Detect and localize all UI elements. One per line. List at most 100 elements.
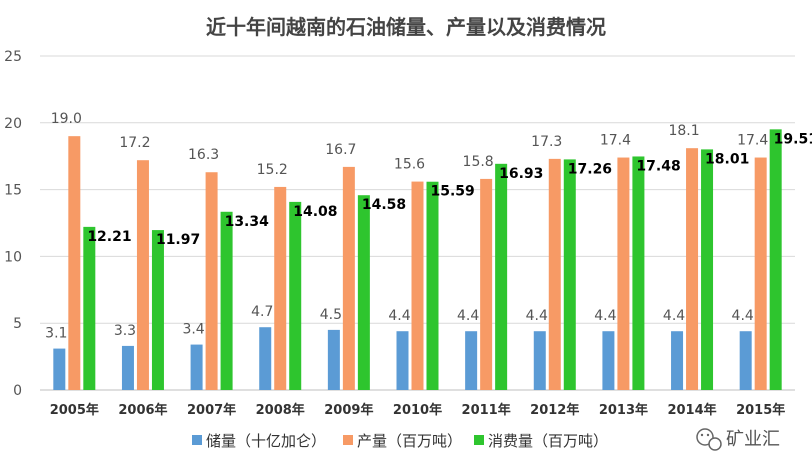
- bar-series-3: [426, 181, 439, 390]
- bar-series-1: [533, 331, 546, 390]
- y-tick-label: 15: [4, 183, 22, 199]
- data-label-series-2: 15.6: [394, 157, 425, 173]
- data-label-series-2: 15.2: [257, 162, 288, 178]
- bar-series-3: [357, 195, 370, 390]
- data-label-series-1: 3.1: [45, 326, 67, 342]
- x-tick-label: 2013年: [599, 402, 648, 418]
- bar-series-1: [53, 348, 66, 390]
- y-tick-label: 20: [4, 116, 22, 132]
- data-labels: 3.1 19.0 12.21 3.3 17.2 11.97 3.4 16.3 13.34 4.7 1…: [45, 111, 812, 341]
- y-tick-label: 10: [4, 249, 22, 265]
- y-tick-label: 0: [13, 383, 22, 399]
- data-label-series-1: 3.4: [182, 322, 204, 338]
- bar-series-2: [136, 160, 149, 390]
- bar-series-2: [411, 181, 424, 390]
- x-tick-label: 2009年: [324, 402, 373, 418]
- y-tick-label: 5: [13, 316, 22, 332]
- data-label-series-3: 14.58: [362, 197, 406, 213]
- watermark: 矿业汇: [696, 428, 780, 451]
- bar-series-1: [465, 331, 478, 390]
- data-label-series-3: 17.48: [636, 158, 680, 174]
- wechat-icon: [696, 428, 722, 451]
- bar-series-1: [121, 345, 134, 390]
- watermark-text: 矿业汇: [726, 429, 780, 450]
- legend-swatch: [474, 435, 484, 445]
- x-tick-label: 2007年: [187, 402, 236, 418]
- bar-series-1: [190, 344, 203, 390]
- bar-series-2: [617, 157, 630, 390]
- bar-series-2: [342, 166, 355, 390]
- x-tick-label: 2014年: [667, 402, 716, 418]
- bar-series-2: [68, 136, 81, 390]
- data-label-series-3: 18.01: [705, 151, 749, 167]
- data-label-series-3: 19.51: [774, 131, 812, 147]
- legend-label: 产量（百万吨）: [357, 432, 462, 450]
- legend-swatch: [192, 435, 202, 445]
- legend: 储量（十亿加仑） 产量（百万吨） 消费量（百万吨）: [192, 432, 608, 450]
- x-axis-ticks: 2005年 2006年 2007年 2008年 2009年 2010年 2011年 2012年…: [50, 402, 786, 418]
- bar-series-3: [769, 129, 782, 390]
- x-tick-label: 2008年: [256, 402, 305, 418]
- bar-series-3: [495, 163, 508, 390]
- bar-series-2: [205, 172, 218, 390]
- bar-series-1: [396, 331, 409, 390]
- x-tick-label: 2010年: [393, 402, 442, 418]
- legend-label: 储量（十亿加仑）: [206, 432, 326, 450]
- data-label-series-1: 4.4: [594, 308, 616, 324]
- bar-series-3: [83, 226, 96, 390]
- bar-series-2: [274, 186, 287, 390]
- data-label-series-2: 19.0: [51, 111, 82, 127]
- bar-series-1: [602, 331, 615, 390]
- bar-series-1: [739, 331, 752, 390]
- bar-series-2: [686, 148, 699, 390]
- bar-series-2: [754, 157, 767, 390]
- data-label-series-2: 18.1: [668, 123, 699, 139]
- data-label-series-1: 4.4: [388, 308, 410, 324]
- data-label-series-2: 17.2: [119, 135, 150, 151]
- x-tick-label: 2005年: [50, 402, 99, 418]
- data-label-series-3: 16.93: [499, 166, 543, 182]
- data-label-series-3: 12.21: [87, 229, 131, 245]
- bar-series-3: [701, 149, 714, 390]
- bar-series-1: [671, 331, 684, 390]
- data-label-series-2: 16.7: [325, 142, 356, 158]
- data-label-series-2: 17.4: [600, 133, 631, 149]
- x-tick-label: 2015年: [736, 402, 785, 418]
- x-tick-label: 2012年: [530, 402, 579, 418]
- x-tick-label: 2011年: [462, 402, 511, 418]
- data-label-series-2: 15.8: [463, 154, 494, 170]
- y-axis-ticks: 0 5 10 15 20 25: [4, 49, 22, 399]
- bar-series-1: [327, 329, 340, 390]
- data-label-series-1: 4.4: [457, 308, 479, 324]
- bars: [53, 129, 782, 390]
- data-label-series-1: 4.4: [732, 308, 754, 324]
- data-label-series-1: 3.3: [114, 323, 136, 339]
- bar-series-3: [563, 159, 576, 390]
- bar-series-1: [259, 327, 272, 390]
- data-label-series-1: 4.4: [526, 308, 548, 324]
- bar-series-3: [632, 156, 645, 390]
- data-label-series-3: 11.97: [156, 232, 200, 248]
- bar-series-3: [151, 230, 164, 390]
- data-label-series-3: 15.59: [431, 184, 475, 200]
- data-label-series-2: 17.4: [737, 133, 768, 149]
- legend-label: 消费量（百万吨）: [488, 432, 608, 450]
- y-tick-label: 25: [4, 49, 22, 65]
- bar-series-2: [480, 178, 493, 390]
- bar-series-2: [548, 158, 561, 390]
- data-label-series-1: 4.7: [251, 304, 273, 320]
- x-tick-label: 2006年: [118, 402, 167, 418]
- chart-title: 近十年间越南的石油储量、产量以及消费情况: [206, 15, 606, 39]
- data-label-series-2: 16.3: [188, 147, 219, 163]
- data-label-series-3: 14.08: [293, 204, 337, 220]
- bar-series-3: [220, 211, 233, 390]
- data-label-series-1: 4.5: [320, 307, 342, 323]
- data-label-series-2: 17.3: [531, 134, 562, 150]
- bar-series-3: [289, 201, 302, 390]
- data-label-series-1: 4.4: [663, 308, 685, 324]
- data-label-series-3: 17.26: [568, 161, 612, 177]
- data-label-series-3: 13.34: [225, 214, 270, 230]
- legend-swatch: [343, 435, 353, 445]
